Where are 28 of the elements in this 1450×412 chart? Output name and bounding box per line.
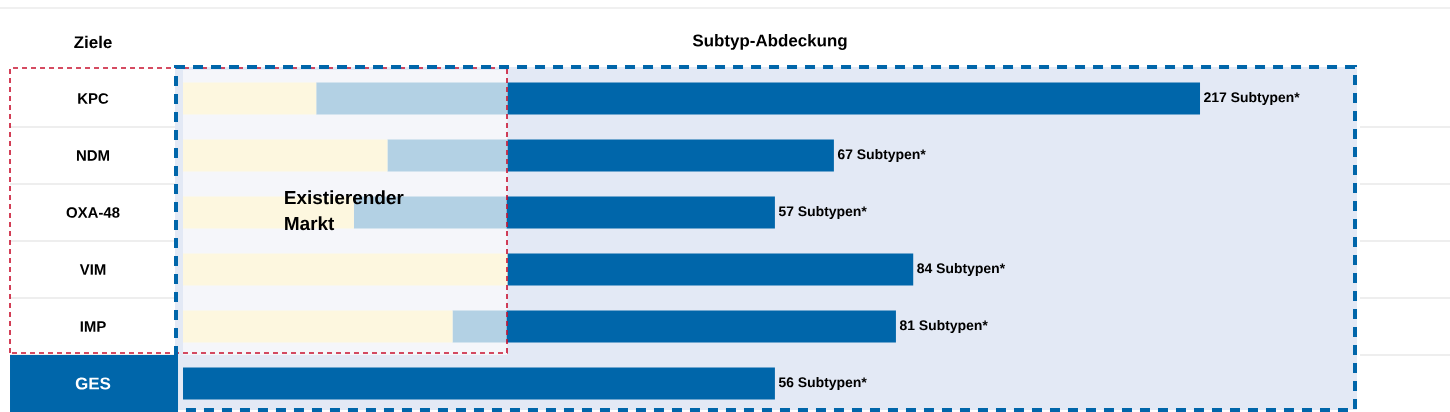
bar <box>506 196 775 229</box>
annotation: 57 Subtypen* <box>778 206 867 219</box>
bar <box>183 367 775 400</box>
y-tick-label: GES <box>75 377 111 390</box>
annotation: 67 Subtypen* <box>837 149 926 162</box>
y-tick-label: VIM <box>79 264 106 275</box>
bar <box>452 310 507 343</box>
chart-title: Subtyp-Abdeckung <box>692 34 847 50</box>
y-tick-label: IMP <box>80 321 106 332</box>
bar <box>507 139 834 172</box>
y-axis-title: Ziele <box>74 35 112 49</box>
bar <box>507 253 914 286</box>
bar <box>183 253 508 286</box>
bar <box>507 82 1201 115</box>
bar <box>387 139 508 172</box>
annotation: 56 Subtypen* <box>778 377 867 390</box>
text: 217 Subtypen* <box>1204 92 1300 105</box>
y-tick-label: KPC <box>78 93 109 104</box>
bar <box>183 139 388 172</box>
bar <box>183 82 317 115</box>
annotation: 84 Subtypen* <box>917 263 1006 276</box>
bar <box>316 82 508 115</box>
y-tick-label: OXA-48 <box>66 207 120 218</box>
bar <box>183 310 453 343</box>
bar <box>506 310 896 343</box>
band-label: Existierender Markt <box>285 190 404 231</box>
y-tick-label: NDM <box>76 150 110 161</box>
annotation: 81 Subtypen* <box>899 320 988 333</box>
